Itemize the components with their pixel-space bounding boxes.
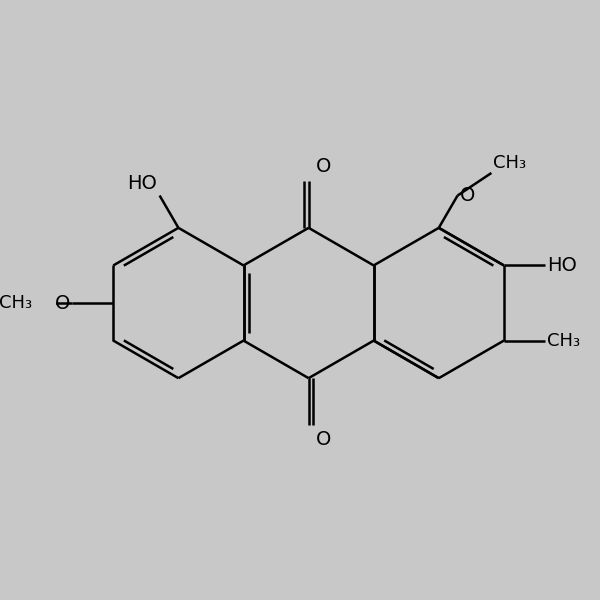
Text: O: O (316, 157, 331, 176)
Text: O: O (460, 186, 475, 205)
Text: HO: HO (547, 256, 577, 275)
Text: O: O (55, 293, 70, 313)
Text: CH₃: CH₃ (493, 154, 526, 172)
Text: CH₃: CH₃ (547, 332, 580, 350)
Text: CH₃: CH₃ (0, 294, 32, 312)
Text: HO: HO (127, 174, 157, 193)
Text: O: O (316, 430, 331, 449)
